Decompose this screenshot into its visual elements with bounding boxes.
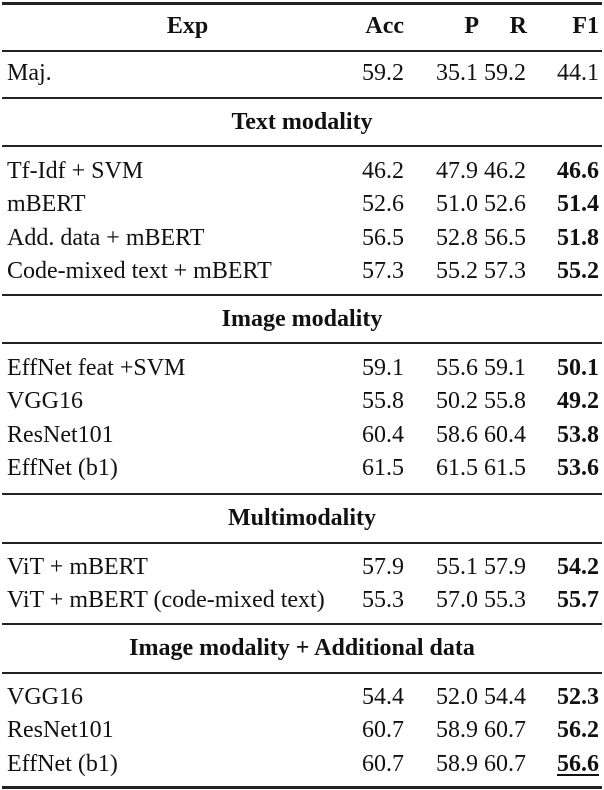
section-title-multimodality: Multimodality (228, 505, 376, 531)
header-acc: Acc (365, 13, 404, 39)
table-row: ViT + mBERT (code-mixed text) 55.3 57.0 … (7, 587, 599, 613)
header-rule (2, 50, 602, 52)
table-row: Tf-Idf + SVM 46.2 47.9 46.2 46.6 (7, 158, 599, 184)
section-rule (2, 145, 602, 147)
table-row: Code-mixed text + mBERT 57.3 55.2 57.3 5… (7, 258, 599, 284)
header-exp: Exp (166, 13, 209, 39)
table-row: ResNet101 60.4 58.6 60.4 53.8 (7, 422, 599, 448)
table-row: mBERT 52.6 51.0 52.6 51.4 (7, 191, 599, 217)
section-rule (2, 542, 602, 544)
table-row: VGG16 55.8 50.2 55.8 49.2 (7, 388, 599, 414)
best-f1-value: 56.6 (557, 751, 599, 777)
section-rule (2, 97, 602, 99)
top-rule (2, 2, 602, 5)
section-rule (2, 294, 602, 296)
section-title-image-additional: Image modality + Additional data (129, 635, 475, 661)
table-row: VGG16 54.4 52.0 54.4 52.3 (7, 684, 599, 710)
table-row-baseline: Maj. 59.2 35.1 59.2 44.1 (7, 60, 599, 86)
section-rule (2, 493, 602, 495)
table-row: ResNet101 60.7 58.9 60.7 56.2 (7, 717, 599, 743)
table-row: EffNet (b1) 60.7 58.9 60.7 56.6 (0, 748, 604, 780)
table-row: EffNet feat +SVM 59.1 55.6 59.1 50.1 (7, 355, 599, 381)
bottom-rule (2, 786, 602, 789)
table-row: ViT + mBERT 57.9 55.1 57.9 54.2 (7, 554, 599, 580)
section-title-text: Text modality (231, 109, 373, 135)
section-title-image: Image modality (221, 306, 383, 332)
section-rule (2, 623, 602, 625)
section-rule (2, 342, 602, 344)
header-r: R (509, 13, 527, 39)
table-header: Exp Acc P R F1 (0, 10, 604, 42)
section-rule (2, 672, 602, 674)
header-f1: F1 (572, 13, 599, 39)
header-p: P (464, 13, 479, 39)
table-row: EffNet (b1) 61.5 61.5 61.5 53.6 (7, 455, 599, 481)
table-row: Add. data + mBERT 56.5 52.8 56.5 51.8 (7, 225, 599, 251)
